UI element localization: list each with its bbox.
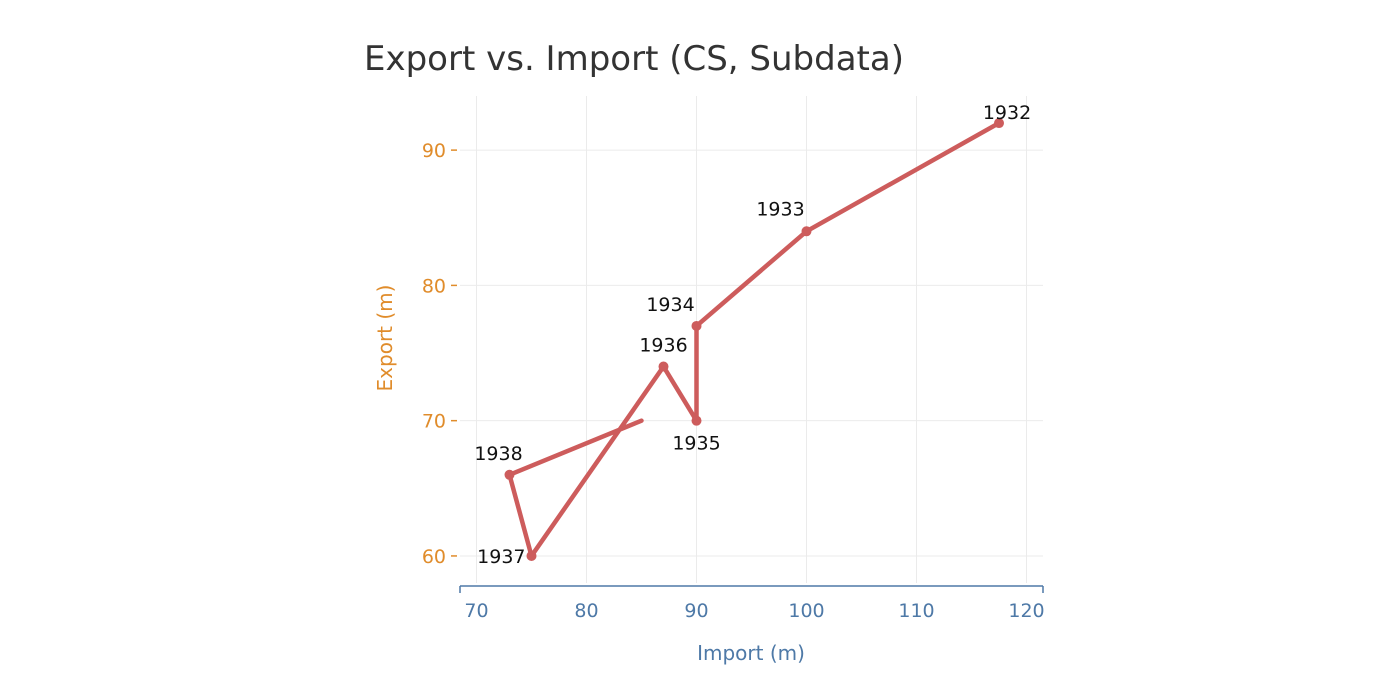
y-tick-label: 80 xyxy=(422,275,446,297)
data-point[interactable] xyxy=(526,550,537,561)
x-axis-label: Import (m) xyxy=(697,641,805,665)
x-tick-label: 120 xyxy=(1008,600,1044,622)
grid xyxy=(460,96,1043,583)
point-label: 1932 xyxy=(983,102,1031,124)
series-line-layer xyxy=(507,120,1002,559)
data-point[interactable] xyxy=(691,415,702,426)
y-tick-label: 70 xyxy=(422,411,446,433)
point-labels-layer: 1932 1933 1934 1935 1936 1937 1938 xyxy=(474,102,1031,568)
point-label: 1937 xyxy=(477,546,525,568)
x-tick-label: 110 xyxy=(898,600,934,622)
x-tick-label: 70 xyxy=(464,600,488,622)
point-label: 1934 xyxy=(646,294,694,316)
series-line xyxy=(507,120,1002,559)
data-point[interactable] xyxy=(691,320,702,331)
data-point[interactable] xyxy=(994,118,1004,129)
axes: 70 80 90 100 110 120 60 70 80 90 xyxy=(422,140,1045,622)
point-label: 1936 xyxy=(639,335,687,357)
x-tick-label: 100 xyxy=(788,600,824,622)
chart-title: Export vs. Import (CS, Subdata) xyxy=(364,39,904,79)
y-axis-label: Export (m) xyxy=(373,285,397,392)
y-tick-label: 90 xyxy=(422,140,446,162)
point-label: 1933 xyxy=(756,198,804,220)
points-layer xyxy=(504,118,1004,561)
point-label: 1935 xyxy=(672,433,720,455)
point-label: 1938 xyxy=(474,443,522,465)
x-tick-label: 80 xyxy=(574,600,598,622)
x-tick-label: 90 xyxy=(684,600,708,622)
y-tick-label: 60 xyxy=(422,546,446,568)
data-point[interactable] xyxy=(504,469,515,480)
data-point[interactable] xyxy=(801,226,812,237)
data-point[interactable] xyxy=(658,361,669,372)
